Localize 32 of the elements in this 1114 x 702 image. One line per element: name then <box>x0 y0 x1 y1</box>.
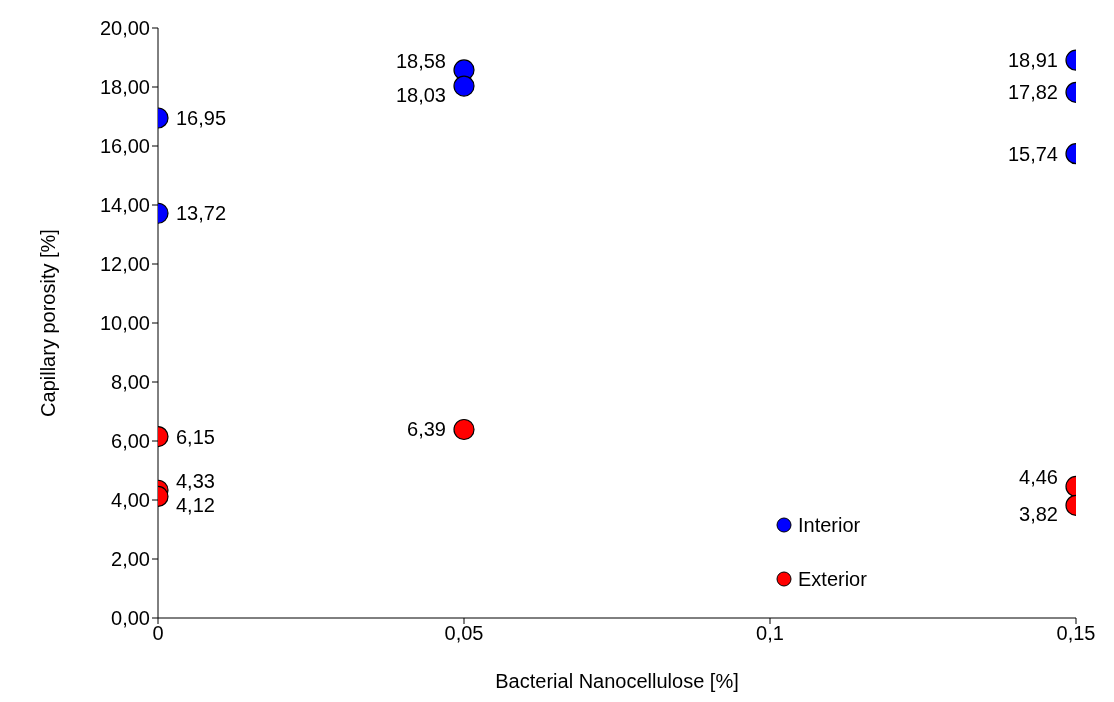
data-label: 18,91 <box>1007 49 1058 72</box>
x-tick-label: 0,05 <box>444 622 484 645</box>
data-label: 6,15 <box>176 425 215 448</box>
data-label: 4,46 <box>1019 466 1058 489</box>
legend-label: Exterior <box>798 567 867 592</box>
y-tick-label: 18,00 <box>99 76 150 99</box>
x-tick-label: 0,15 <box>1056 622 1096 645</box>
data-label: 3,82 <box>1019 503 1058 526</box>
y-tick-label: 12,00 <box>99 253 150 276</box>
y-tick-label: 20,00 <box>99 17 150 40</box>
y-tick-label: 14,00 <box>99 194 150 217</box>
data-label: 16,95 <box>176 106 227 129</box>
data-label: 4,12 <box>176 494 215 517</box>
data-label: 18,03 <box>395 84 446 107</box>
data-label: 13,72 <box>176 202 227 225</box>
data-label: 17,82 <box>1007 81 1058 104</box>
y-axis-title: Capillary porosity [%] <box>37 229 60 417</box>
x-axis-title: Bacterial Nanocellulose [%] <box>495 670 739 692</box>
y-tick-label: 2,00 <box>111 548 150 571</box>
y-tick-label: 16,00 <box>99 135 150 158</box>
y-tick-label: 6,00 <box>111 430 150 453</box>
data-label: 4,33 <box>176 470 215 493</box>
y-tick-label: 0,00 <box>111 607 150 630</box>
x-tick-label: 0,1 <box>756 622 784 645</box>
y-tick-label: 10,00 <box>99 312 150 335</box>
y-tick-label: 4,00 <box>111 489 150 512</box>
data-label: 18,58 <box>395 49 446 72</box>
legend-label: Interior <box>798 513 861 538</box>
y-tick-label: 8,00 <box>111 371 150 394</box>
x-tick-label: 0 <box>152 622 164 645</box>
data-label: 15,74 <box>1007 142 1058 165</box>
data-label: 6,39 <box>407 418 446 441</box>
